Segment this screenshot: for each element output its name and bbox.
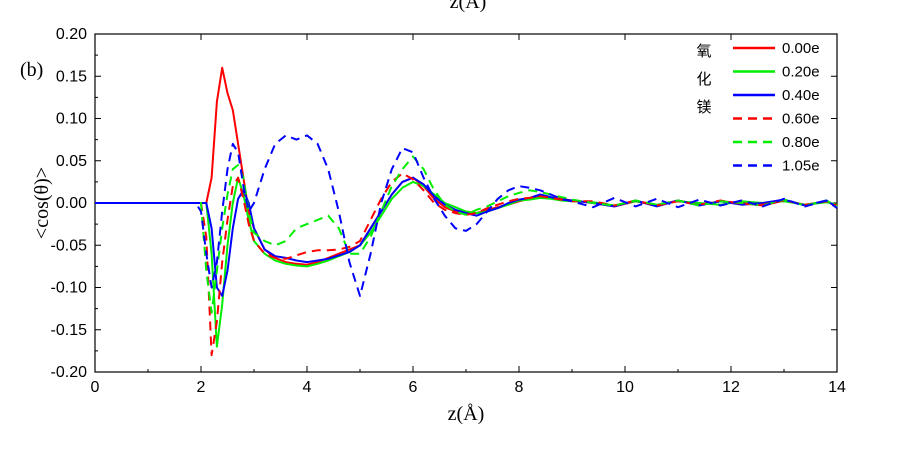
y-tick-label: 0.10 bbox=[56, 111, 87, 128]
y-tick-label: 0.20 bbox=[56, 26, 87, 43]
top-axis-caption: z(Å) bbox=[450, 0, 487, 13]
x-tick-label: 0 bbox=[91, 379, 100, 396]
y-tick-label: -0.10 bbox=[51, 280, 88, 297]
legend-entry-label: 0.40e bbox=[782, 87, 820, 104]
panel-label: (b) bbox=[20, 59, 43, 81]
legend-entry-label: 0.60e bbox=[782, 111, 820, 128]
x-tick-labels: 0 2 4 6 8 10 12 14 bbox=[91, 379, 846, 396]
y-tick-label: -0.20 bbox=[51, 364, 88, 381]
series-line-0.80e bbox=[95, 155, 838, 314]
legend-entry-label: 0.00e bbox=[782, 40, 820, 57]
series-line-0.60e bbox=[95, 172, 838, 357]
x-tick-label: 12 bbox=[722, 379, 740, 396]
y-tick-label: 0.00 bbox=[56, 195, 87, 212]
y-tick-label: -0.15 bbox=[51, 322, 88, 339]
y-tick-label: -0.05 bbox=[51, 237, 88, 254]
x-axis-title: z(Å) bbox=[448, 403, 485, 425]
x-tick-label: 8 bbox=[515, 379, 524, 396]
legend: 氧化镁 0.00e 0.20e 0.40e 0.60e 0.80e 1.05e bbox=[696, 40, 819, 175]
x-tick-label: 6 bbox=[409, 379, 418, 396]
y-tick-labels: 0.20 0.15 0.10 0.05 0.00 -0.05 -0.10 -0.15 -0.20 bbox=[51, 26, 88, 381]
x-tick-label: 14 bbox=[828, 379, 846, 396]
x-tick-label: 4 bbox=[303, 379, 312, 396]
y-axis-title: <cos(θ)> bbox=[31, 167, 53, 239]
legend-title-char: 镁 bbox=[696, 99, 711, 116]
y-tick-label: 0.15 bbox=[56, 68, 87, 85]
x-tick-label: 10 bbox=[616, 379, 634, 396]
plot-area bbox=[94, 33, 838, 373]
legend-title-char: 氧 bbox=[696, 43, 711, 60]
series-line-0.20e bbox=[95, 176, 838, 348]
y-tick-label: 0.05 bbox=[56, 153, 87, 170]
x-tick-label: 2 bbox=[197, 379, 206, 396]
legend-title-char: 化 bbox=[696, 71, 711, 88]
legend-entry-label: 1.05e bbox=[782, 158, 820, 175]
legend-entry-label: 0.20e bbox=[782, 64, 820, 81]
series-layer bbox=[95, 66, 838, 357]
series-line-1.05e bbox=[95, 134, 838, 297]
legend-entry-label: 0.80e bbox=[782, 134, 820, 151]
